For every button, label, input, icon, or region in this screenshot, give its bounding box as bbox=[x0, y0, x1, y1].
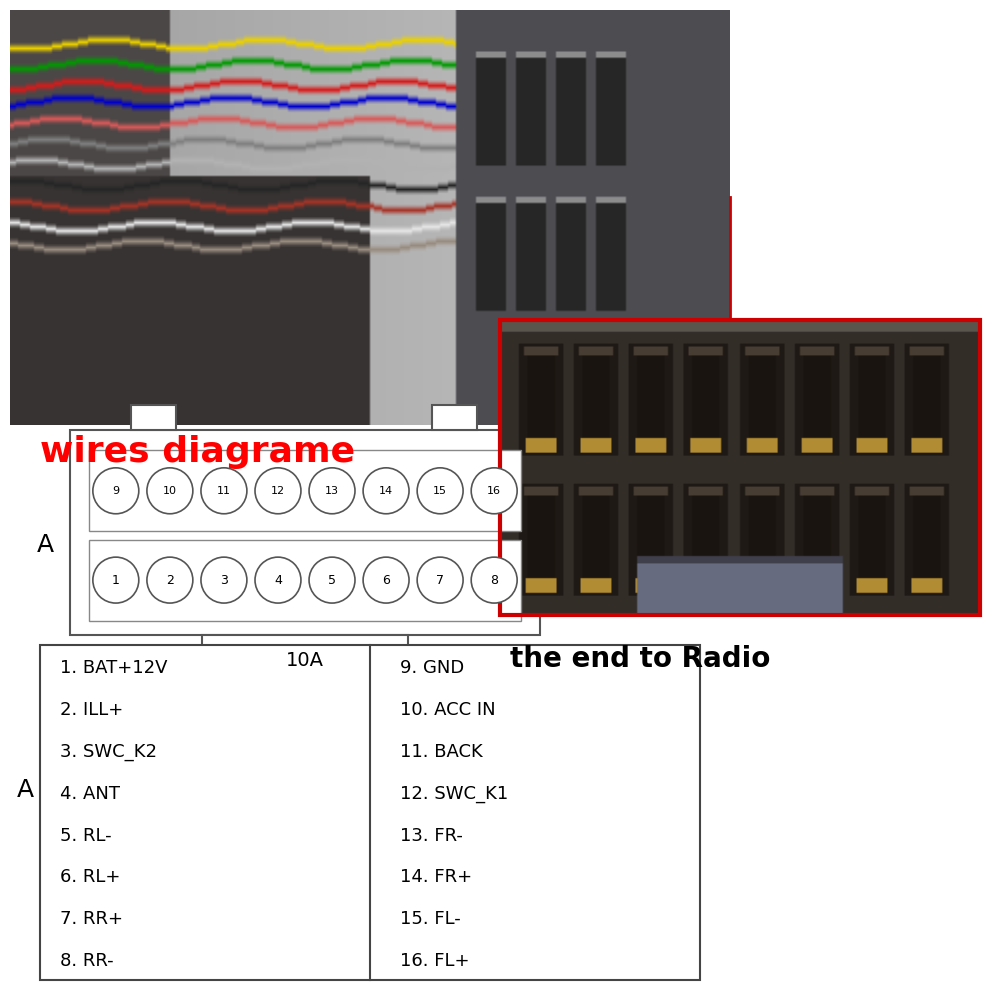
Bar bbox=[89, 540, 521, 621]
Text: 12: 12 bbox=[271, 486, 285, 496]
Text: 5. RL-: 5. RL- bbox=[60, 827, 112, 845]
Circle shape bbox=[417, 468, 463, 514]
Text: 11: 11 bbox=[217, 486, 231, 496]
Circle shape bbox=[309, 557, 355, 603]
Text: 2. ILL+: 2. ILL+ bbox=[60, 701, 123, 719]
Bar bbox=[89, 450, 521, 531]
Text: 6: 6 bbox=[382, 574, 390, 587]
Bar bbox=[70, 430, 540, 635]
Text: 4: 4 bbox=[274, 574, 282, 587]
Text: 15. FL-: 15. FL- bbox=[400, 910, 461, 928]
Bar bbox=[202, 635, 408, 685]
Text: 12. SWC_K1: 12. SWC_K1 bbox=[400, 785, 508, 803]
Circle shape bbox=[147, 557, 193, 603]
Circle shape bbox=[93, 468, 139, 514]
Bar bbox=[40, 645, 700, 980]
Text: 15: 15 bbox=[433, 486, 447, 496]
Circle shape bbox=[255, 468, 301, 514]
Text: 10. ACC IN: 10. ACC IN bbox=[400, 701, 496, 719]
Circle shape bbox=[147, 468, 193, 514]
Circle shape bbox=[471, 468, 517, 514]
Text: 7: 7 bbox=[436, 574, 444, 587]
Text: 11. BACK: 11. BACK bbox=[400, 743, 483, 761]
Circle shape bbox=[417, 557, 463, 603]
Text: 8: 8 bbox=[490, 574, 498, 587]
Text: A: A bbox=[16, 778, 34, 802]
Circle shape bbox=[201, 557, 247, 603]
Circle shape bbox=[363, 557, 409, 603]
Text: 1. BAT+12V: 1. BAT+12V bbox=[60, 659, 168, 677]
Text: the end to Radio: the end to Radio bbox=[510, 645, 770, 673]
Circle shape bbox=[93, 557, 139, 603]
Text: 10: 10 bbox=[163, 486, 177, 496]
Text: 5: 5 bbox=[328, 574, 336, 587]
Text: 16: 16 bbox=[487, 486, 501, 496]
Text: 7. RR+: 7. RR+ bbox=[60, 910, 123, 928]
Circle shape bbox=[309, 468, 355, 514]
Text: 2: 2 bbox=[166, 574, 174, 587]
Text: 1: 1 bbox=[112, 574, 120, 587]
Text: 6. RL+: 6. RL+ bbox=[60, 868, 120, 886]
Circle shape bbox=[201, 468, 247, 514]
Bar bbox=[432, 405, 477, 430]
Circle shape bbox=[363, 468, 409, 514]
Circle shape bbox=[471, 557, 517, 603]
Text: 3. SWC_K2: 3. SWC_K2 bbox=[60, 743, 157, 761]
Text: 9: 9 bbox=[112, 486, 119, 496]
Text: wires diagrame: wires diagrame bbox=[40, 435, 355, 469]
Text: 14. FR+: 14. FR+ bbox=[400, 868, 472, 886]
Text: 3: 3 bbox=[220, 574, 228, 587]
Text: A: A bbox=[36, 533, 54, 557]
Bar bbox=[131, 405, 176, 430]
Text: 8. RR-: 8. RR- bbox=[60, 952, 114, 970]
Bar bbox=[500, 320, 980, 615]
Text: 9. GND: 9. GND bbox=[400, 659, 464, 677]
Circle shape bbox=[255, 557, 301, 603]
Text: 10A: 10A bbox=[286, 650, 324, 670]
Text: 14: 14 bbox=[379, 486, 393, 496]
Text: 13. FR-: 13. FR- bbox=[400, 827, 463, 845]
Text: 13: 13 bbox=[325, 486, 339, 496]
Text: 16. FL+: 16. FL+ bbox=[400, 952, 470, 970]
Text: 4. ANT: 4. ANT bbox=[60, 785, 120, 803]
